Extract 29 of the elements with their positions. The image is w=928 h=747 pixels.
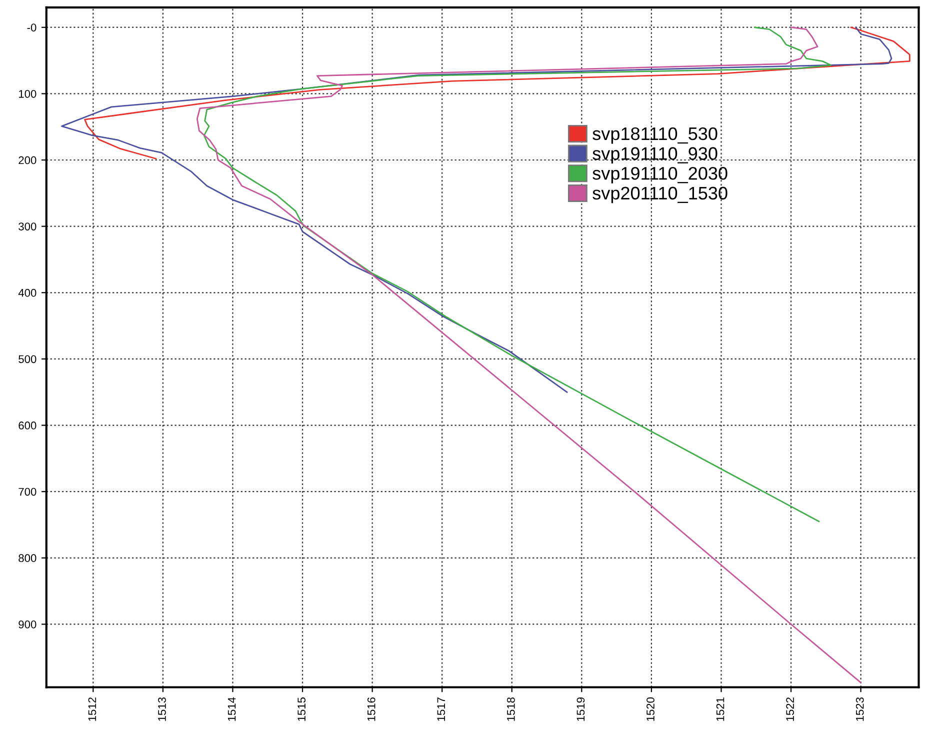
x-tick-label: 1520 (646, 697, 654, 721)
x-tick-label: 1519 (576, 697, 585, 721)
x-tick-label: 1516 (367, 697, 376, 721)
y-tick-label: 600 (18, 422, 36, 430)
y-tick-label: 300 (18, 222, 36, 230)
legend-label: svp191110_2030 (592, 166, 728, 184)
x-tick-label: 1521 (716, 698, 724, 721)
y-tick-label: -0 (27, 24, 36, 32)
legend-label: svp181110_530 (592, 127, 718, 144)
legend-label: svp201110_1530 (592, 186, 728, 204)
y-tick-label: 800 (18, 554, 36, 562)
line-series (196, 26, 862, 684)
x-tick-label: 1523 (856, 697, 864, 721)
x-tick-label: 1513 (158, 697, 166, 721)
y-tick-label: 400 (18, 288, 36, 297)
y-tick-label: 500 (18, 355, 36, 364)
y-tick-label: 700 (18, 488, 36, 496)
line-series (203, 26, 832, 522)
x-tick-label: 1522 (786, 698, 794, 721)
y-tick-label: 100 (18, 90, 36, 98)
line-series (61, 26, 892, 393)
x-tick-label: 1515 (298, 697, 306, 721)
y-tick-label: 900 (18, 620, 36, 628)
x-tick-label: 1514 (228, 697, 236, 721)
x-tick-label: 1517 (437, 698, 446, 721)
x-tick-label: 1512 (88, 698, 96, 721)
x-tick-label: 1518 (506, 697, 515, 721)
y-tick-label: 200 (18, 156, 36, 164)
legend-label: svp191110_930 (592, 147, 718, 164)
